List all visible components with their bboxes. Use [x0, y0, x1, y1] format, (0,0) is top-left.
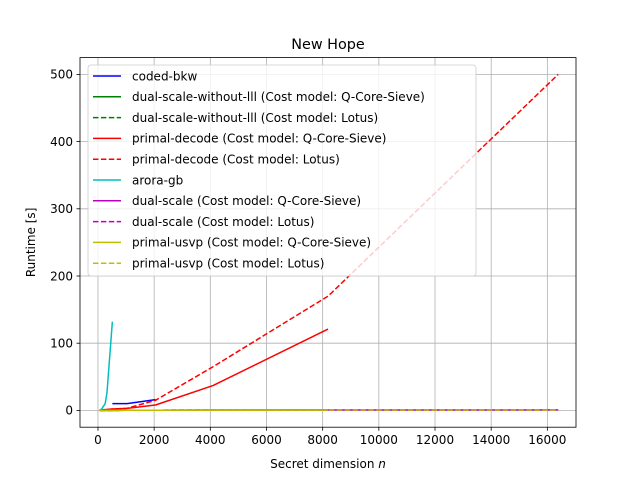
legend-label: dual-scale (Cost model: Q-Core-Sieve) — [132, 194, 361, 208]
legend-label: dual-scale (Cost model: Lotus) — [132, 215, 314, 229]
x-tick-label: 2000 — [139, 433, 170, 447]
legend-box — [87, 64, 477, 277]
x-tick-label: 14000 — [472, 433, 510, 447]
y-axis-label: Runtime [s] — [24, 208, 38, 278]
legend-label: primal-usvp (Cost model: Lotus) — [132, 257, 324, 271]
series-lines — [99, 73, 559, 412]
legend-label: primal-usvp (Cost model: Q-Core-Sieve) — [132, 236, 371, 250]
legend-label: primal-decode (Cost model: Q-Core-Sieve) — [132, 132, 386, 146]
legend-label: arora-gb — [132, 173, 183, 187]
chart-title: New Hope — [291, 37, 365, 53]
x-axis-label: Secret dimension n — [270, 457, 386, 471]
y-tick-label: 500 — [50, 68, 73, 82]
y-tick-label: 100 — [50, 337, 73, 351]
x-tick-label: 10000 — [360, 433, 398, 447]
legend-label: dual-scale-without-lll (Cost model: Q-Co… — [132, 90, 425, 104]
legend-label: primal-decode (Cost model: Lotus) — [132, 153, 340, 167]
y-tick-label: 400 — [50, 135, 73, 149]
y-tick-label: 300 — [50, 202, 73, 216]
legend-label: coded-bkw — [132, 69, 197, 83]
x-axis-label-text: Secret dimension — [270, 457, 378, 471]
axis-ticks: 0 2000 4000 6000 8000 10000 12000 14000 16000 0 10… — [50, 68, 566, 448]
legend-label: dual-scale-without-lll (Cost model: Lotu… — [132, 111, 378, 125]
series-line — [99, 321, 114, 411]
y-tick-label: 200 — [50, 269, 73, 283]
x-axis-label-variable: n — [378, 457, 386, 471]
x-tick-label: 16000 — [528, 433, 566, 447]
x-tick-label: 6000 — [251, 433, 282, 447]
series-line — [112, 398, 156, 405]
legend: coded-bkw dual-scale-without-lll (Cost mo… — [87, 64, 477, 277]
x-tick-label: 0 — [94, 433, 102, 447]
y-tick-label: 0 — [65, 404, 73, 418]
x-tick-label: 12000 — [416, 433, 454, 447]
x-tick-label: 4000 — [195, 433, 226, 447]
x-tick-label: 8000 — [307, 433, 338, 447]
plot-frame — [79, 57, 577, 428]
